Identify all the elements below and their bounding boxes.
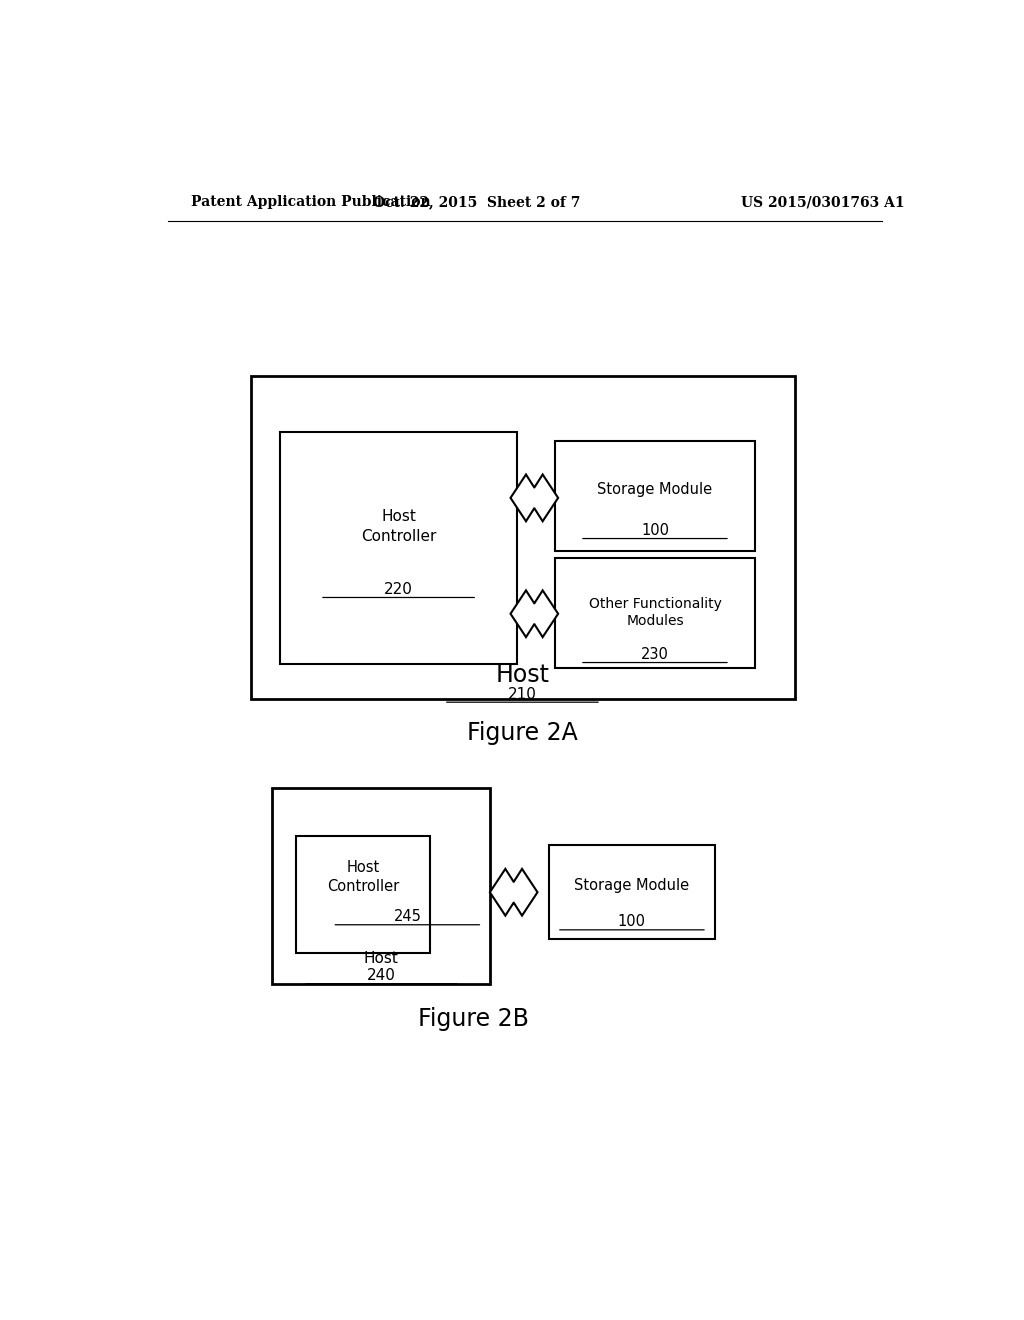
Polygon shape xyxy=(489,869,538,916)
FancyBboxPatch shape xyxy=(555,441,755,550)
Text: Oct. 22, 2015  Sheet 2 of 7: Oct. 22, 2015 Sheet 2 of 7 xyxy=(374,195,581,209)
Text: Patent Application Publication: Patent Application Publication xyxy=(191,195,431,209)
FancyBboxPatch shape xyxy=(555,558,755,668)
FancyBboxPatch shape xyxy=(272,788,489,983)
Text: 100: 100 xyxy=(641,523,669,539)
FancyBboxPatch shape xyxy=(281,432,517,664)
Text: Host
Controller: Host Controller xyxy=(327,861,399,894)
Text: 100: 100 xyxy=(617,915,646,929)
Polygon shape xyxy=(511,590,558,638)
Text: Figure 2A: Figure 2A xyxy=(467,721,578,744)
Text: Storage Module: Storage Module xyxy=(574,878,689,892)
Text: 230: 230 xyxy=(641,647,669,661)
Text: Storage Module: Storage Module xyxy=(597,482,713,498)
Text: 210: 210 xyxy=(508,686,537,701)
Text: 245: 245 xyxy=(393,909,421,924)
Text: US 2015/0301763 A1: US 2015/0301763 A1 xyxy=(740,195,904,209)
FancyBboxPatch shape xyxy=(251,376,795,700)
Text: Host: Host xyxy=(496,663,550,686)
Text: Other Functionality
Modules: Other Functionality Modules xyxy=(589,597,721,628)
Text: Host: Host xyxy=(364,950,398,966)
Text: 220: 220 xyxy=(384,582,413,597)
Text: Host
Controller: Host Controller xyxy=(360,510,436,544)
Polygon shape xyxy=(511,474,558,521)
FancyBboxPatch shape xyxy=(549,846,715,939)
FancyBboxPatch shape xyxy=(296,837,430,953)
Text: Figure 2B: Figure 2B xyxy=(418,1007,528,1031)
Text: 240: 240 xyxy=(367,968,395,983)
